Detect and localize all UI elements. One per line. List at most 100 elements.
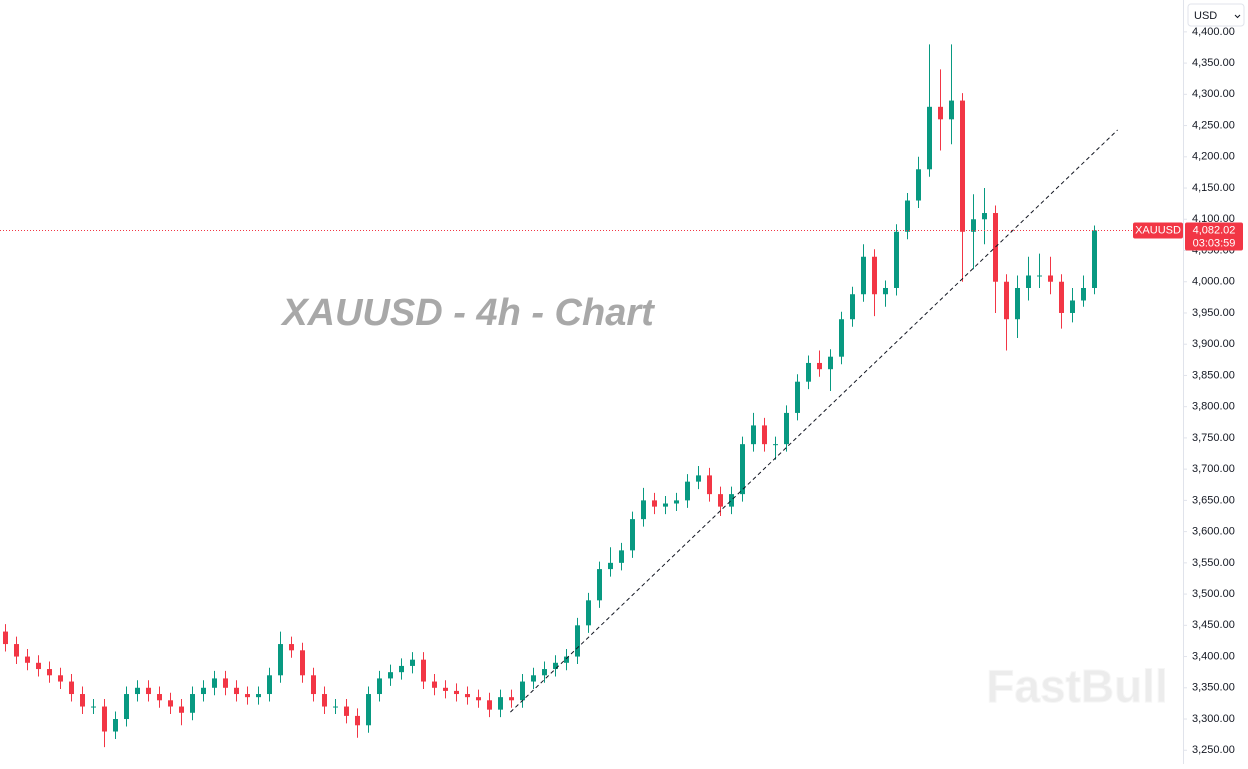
candle-body bbox=[146, 687, 151, 695]
candle-body bbox=[3, 631, 8, 645]
price-tag bbox=[1185, 222, 1243, 251]
y-tick-label: 3,400.00 bbox=[1192, 650, 1235, 662]
candle-body bbox=[289, 644, 294, 651]
candle-body bbox=[960, 100, 965, 232]
y-tick-label: 4,300.00 bbox=[1192, 88, 1235, 100]
candle-body bbox=[718, 494, 723, 507]
y-tick-label: 3,300.00 bbox=[1192, 713, 1235, 725]
candle-body bbox=[498, 697, 503, 710]
candle-body bbox=[157, 694, 162, 701]
candle-body bbox=[212, 678, 217, 688]
candle-body bbox=[553, 662, 558, 670]
candle-body bbox=[234, 687, 239, 695]
candle-body bbox=[179, 706, 184, 713]
candle-body bbox=[476, 697, 481, 701]
candle-body bbox=[113, 719, 118, 732]
y-tick-label: 4,250.00 bbox=[1192, 119, 1235, 131]
candle-body bbox=[69, 681, 74, 695]
candle-body bbox=[256, 694, 261, 698]
candle-body bbox=[267, 675, 272, 695]
candle-body bbox=[564, 656, 569, 663]
candle-body bbox=[773, 444, 778, 446]
candle-body bbox=[333, 706, 338, 708]
y-tick-label: 3,900.00 bbox=[1192, 338, 1235, 350]
y-tick-label: 3,700.00 bbox=[1192, 463, 1235, 475]
candle-body bbox=[80, 694, 85, 707]
y-tick-label: 3,850.00 bbox=[1192, 369, 1235, 381]
candle-body bbox=[850, 294, 855, 320]
candle-body bbox=[762, 425, 767, 445]
trendline bbox=[510, 129, 1118, 713]
candle-body bbox=[971, 219, 976, 232]
price-label: 4,082.02 bbox=[1193, 224, 1236, 236]
candle-body bbox=[223, 678, 228, 688]
candle-body bbox=[344, 706, 349, 716]
y-tick-label: 4,200.00 bbox=[1192, 151, 1235, 163]
candle-body bbox=[201, 687, 206, 695]
candle-body bbox=[47, 669, 52, 676]
candle-body bbox=[58, 675, 63, 682]
candle-body bbox=[938, 106, 943, 120]
dropdown-caret[interactable] bbox=[1234, 14, 1241, 19]
candle-body bbox=[1004, 281, 1009, 320]
candle-body bbox=[575, 625, 580, 657]
candle-body bbox=[883, 287, 888, 295]
candle-body bbox=[696, 475, 701, 482]
candle-body bbox=[542, 669, 547, 676]
candle-body bbox=[916, 169, 921, 201]
candle-body bbox=[729, 494, 734, 507]
candle-body bbox=[641, 500, 646, 520]
candle-body bbox=[487, 700, 492, 710]
candle-body bbox=[388, 672, 393, 679]
candle-body bbox=[432, 681, 437, 688]
y-tick-label: 3,550.00 bbox=[1192, 557, 1235, 569]
candle-body bbox=[300, 650, 305, 676]
candle-body bbox=[1092, 230, 1097, 288]
candle-body bbox=[245, 694, 250, 698]
candle-body bbox=[784, 412, 789, 445]
candle-body bbox=[1026, 275, 1031, 288]
y-tick-label: 3,950.00 bbox=[1192, 307, 1235, 319]
candle-body bbox=[421, 659, 426, 682]
candle-body bbox=[927, 106, 932, 170]
candle-body bbox=[993, 213, 998, 282]
candle-body bbox=[91, 706, 96, 708]
candle-body bbox=[322, 694, 327, 707]
candle-body bbox=[531, 675, 536, 682]
y-tick-label: 3,350.00 bbox=[1192, 682, 1235, 694]
candle-body bbox=[685, 481, 690, 501]
candle-body bbox=[410, 659, 415, 666]
candle-body bbox=[894, 231, 899, 288]
candle-body bbox=[1070, 300, 1075, 313]
candle-body bbox=[443, 687, 448, 691]
candle-body bbox=[828, 356, 833, 370]
candle-body bbox=[630, 519, 635, 551]
candle-body bbox=[1015, 287, 1020, 320]
candle-body bbox=[135, 687, 140, 695]
currency-label[interactable]: USD bbox=[1194, 10, 1217, 22]
candle-body bbox=[861, 256, 866, 295]
symbol-tag bbox=[1133, 222, 1183, 239]
candle-body bbox=[124, 694, 129, 720]
candle-body bbox=[454, 690, 459, 695]
candle-body bbox=[1048, 275, 1053, 282]
currency-select[interactable] bbox=[1187, 3, 1245, 27]
candle-body bbox=[36, 662, 41, 670]
candle-body bbox=[839, 319, 844, 357]
symbol-label: XAUUSD bbox=[1135, 224, 1181, 236]
candle-body bbox=[190, 694, 195, 713]
brand-watermark: FastBull bbox=[986, 660, 1167, 712]
y-tick-label: 4,000.00 bbox=[1192, 276, 1235, 288]
candle-body bbox=[1037, 275, 1042, 277]
candle-body bbox=[597, 569, 602, 601]
candle-body bbox=[520, 681, 525, 701]
candle-body bbox=[399, 665, 404, 673]
candle-body bbox=[806, 362, 811, 382]
candle-body bbox=[751, 425, 756, 445]
y-tick-label: 3,250.00 bbox=[1192, 744, 1235, 756]
candle-body bbox=[652, 500, 657, 507]
candle-body bbox=[311, 675, 316, 695]
y-tick-label: 3,600.00 bbox=[1192, 526, 1235, 538]
candle-body bbox=[795, 381, 800, 413]
